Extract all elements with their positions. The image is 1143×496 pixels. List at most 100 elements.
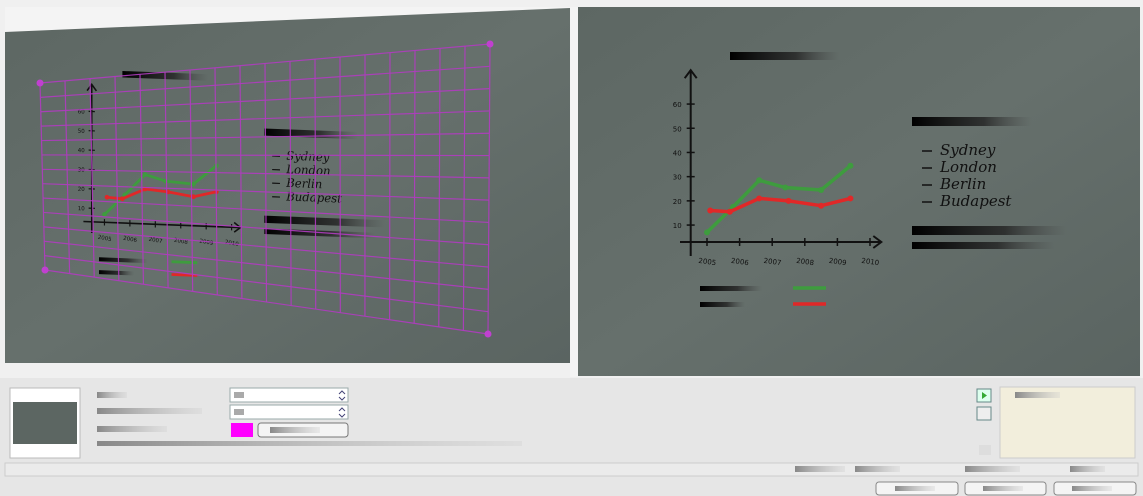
blurred-text: [912, 226, 1067, 235]
spinbox[interactable]: [229, 404, 349, 420]
spin-arrows[interactable]: [338, 390, 346, 401]
legend-label: Berlin: [285, 176, 322, 192]
x-tick-label: 2010: [861, 257, 880, 267]
grid-row: [44, 255, 489, 313]
rectified-chart: 10 20 30 40 50 60 2005 2006 2007 2008 2009 2010 Sydn…: [673, 52, 1067, 307]
status-text: [795, 466, 845, 472]
left-overlay: 102030405060200520062007200820092010Sydn…: [36, 40, 494, 338]
perspective-grid: [36, 40, 494, 338]
series-line: [105, 187, 218, 201]
status-bar: [4, 462, 1139, 477]
y-tick-label: 10: [673, 222, 682, 230]
left-view: [5, 7, 570, 363]
right-view: [578, 7, 1140, 376]
x-tick-label: 2007: [148, 237, 163, 246]
grid-row: [43, 226, 489, 268]
grid-row: [44, 269, 489, 335]
grid-handle[interactable]: [41, 266, 49, 274]
grid-row: [39, 43, 491, 84]
y-tick-label: 50: [78, 129, 85, 135]
series-point: [102, 212, 107, 217]
legend-label: Budapest: [285, 189, 342, 205]
grid-column: [189, 69, 194, 292]
grid-handle[interactable]: [36, 79, 44, 87]
series-point: [847, 162, 854, 169]
label: [97, 426, 167, 432]
grid-row: [40, 88, 490, 113]
y-tick-label: 60: [78, 109, 85, 115]
x-tick-label: 2008: [796, 257, 815, 267]
spinbox[interactable]: [229, 387, 349, 403]
x-tick-label: 2008: [174, 238, 189, 247]
legend-swatch: [171, 260, 198, 265]
series-point: [707, 207, 714, 214]
grid-column: [89, 78, 95, 278]
blurred-text: [912, 242, 1055, 249]
series-point: [782, 184, 789, 191]
series-point: [191, 194, 196, 200]
series-line: [708, 196, 853, 214]
status-text: [965, 466, 1020, 472]
edit-icon[interactable]: [976, 406, 992, 421]
series-point: [142, 172, 148, 177]
series-point: [726, 208, 733, 215]
grid-column: [164, 72, 169, 288]
x-axis-arrow: [872, 235, 883, 249]
x-tick-label: 2007: [763, 257, 782, 267]
grid-column: [314, 59, 317, 310]
button-text: [983, 486, 1023, 491]
grid-handle[interactable]: [484, 330, 492, 338]
blurred-text: [700, 302, 745, 307]
grid-row: [40, 65, 490, 98]
thumbnail[interactable]: [13, 402, 77, 444]
status-text: [855, 466, 900, 472]
y-tick-label: 50: [673, 125, 682, 133]
spin-arrows[interactable]: [338, 407, 346, 418]
label: [97, 408, 202, 414]
x-tick-label: 2006: [730, 257, 749, 267]
y-tick-label: 60: [673, 101, 682, 109]
blurred-text: [98, 270, 135, 276]
x-tick-label: 2009: [199, 239, 214, 248]
blurred-text: [264, 215, 386, 228]
y-tick-label: 40: [673, 149, 682, 157]
label: [97, 392, 127, 398]
grid-handle[interactable]: [486, 40, 494, 48]
color-swatch[interactable]: [231, 423, 253, 437]
y-axis-arrow: [86, 83, 98, 92]
grid-row: [43, 211, 489, 246]
y-tick-label: 20: [673, 198, 682, 206]
series-point: [818, 202, 825, 209]
grid-row: [41, 110, 490, 127]
grid-column: [64, 80, 71, 274]
grid-column: [114, 76, 120, 281]
legend-label: London: [939, 158, 997, 176]
blurred-text: [730, 52, 840, 60]
grid-column: [214, 67, 218, 295]
photo-edge: [5, 7, 570, 32]
grid-column: [413, 50, 416, 324]
grid-column: [487, 43, 491, 335]
x-tick-label: 2005: [97, 235, 112, 244]
series-point: [785, 197, 792, 204]
grid-row: [44, 240, 489, 290]
y-axis-arrow: [683, 68, 698, 79]
icon: [979, 445, 991, 455]
grid-column: [264, 63, 268, 303]
button-text: [1072, 486, 1112, 491]
y-tick-label: 40: [78, 148, 85, 154]
divider: [570, 7, 578, 377]
info-box: [999, 386, 1136, 459]
x-axis-arrow: [233, 221, 242, 233]
series-point: [191, 181, 196, 187]
x-tick-label: 2009: [828, 257, 847, 267]
grid-column: [39, 82, 46, 271]
y-tick-label: 20: [78, 187, 85, 193]
grid-row: [42, 168, 490, 179]
status-text: [1070, 466, 1105, 472]
label: [97, 441, 522, 446]
spinbox-text: [234, 392, 244, 398]
x-tick-label: 2006: [123, 236, 138, 245]
grid-row: [41, 132, 490, 142]
